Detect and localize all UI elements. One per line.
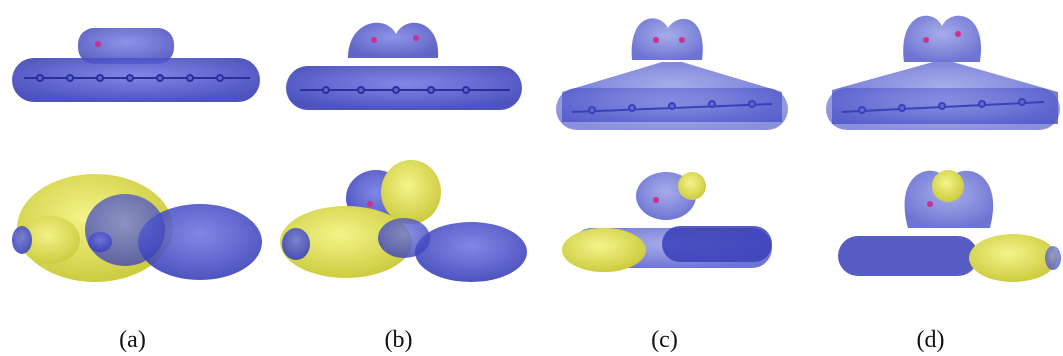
panel-c-image [556,18,788,272]
panel-a [0,0,265,356]
panel-a-label: (a) [119,327,146,353]
panel-b-image [280,22,527,282]
panel-b-label: (b) [384,327,413,353]
panel-c [532,0,797,356]
panel-b [266,0,531,356]
panel-a-image [12,28,262,282]
panel-d-label: (d) [916,327,945,353]
panel-d-image [826,15,1061,282]
panel-c-label: (c) [651,327,678,353]
panel-d [798,0,1063,356]
